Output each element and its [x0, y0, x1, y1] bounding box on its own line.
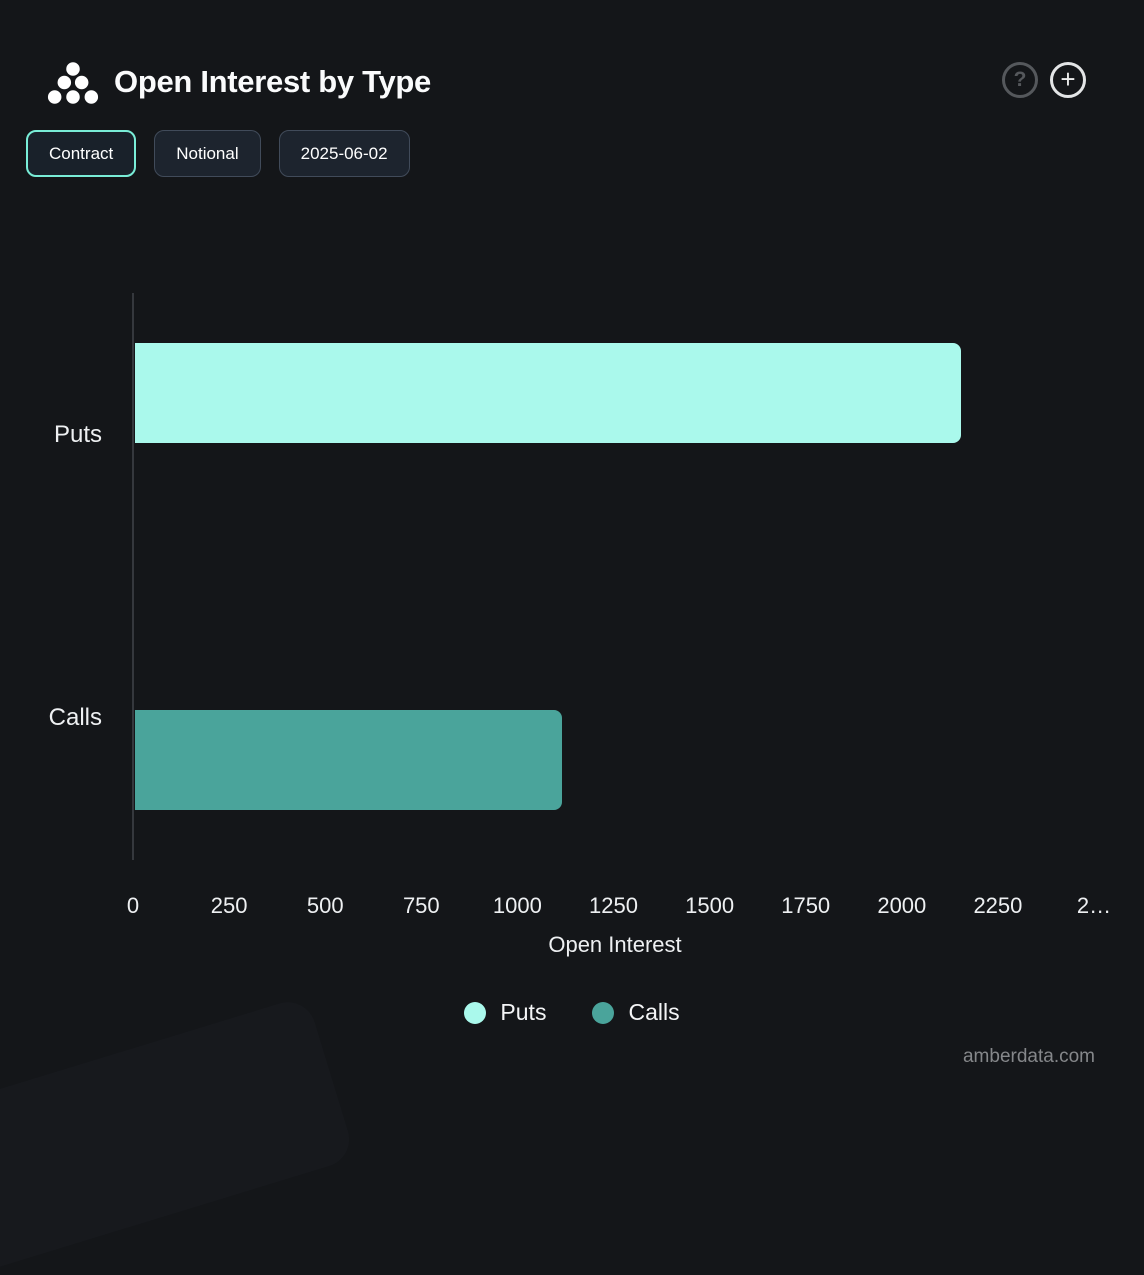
- x-tick-label: 1500: [685, 893, 735, 918]
- x-axis-title: Open Interest: [548, 932, 682, 957]
- y-axis-line: [132, 293, 134, 860]
- x-tick-label: 2250: [973, 893, 1023, 918]
- x-tick-label: 2000: [877, 893, 927, 918]
- legend-dot-puts: [464, 1001, 487, 1024]
- date-button[interactable]: 2025-06-02: [278, 130, 410, 177]
- contract-button-label: Contract: [49, 143, 114, 163]
- page-title: Open Interest by Type: [114, 64, 431, 99]
- legend-label: Puts: [500, 999, 547, 1025]
- notional-button[interactable]: Notional: [154, 130, 261, 177]
- legend-item-calls[interactable]: Calls: [592, 999, 680, 1026]
- legend-item-puts[interactable]: Puts: [464, 999, 546, 1026]
- x-tick-label: 1750: [781, 893, 831, 918]
- x-tick-label: 750: [402, 893, 440, 918]
- y-tick-label-calls: Calls: [48, 704, 102, 732]
- x-tick-label: 1000: [492, 893, 542, 918]
- amberdata-logo-icon: [47, 62, 99, 104]
- x-tick-label: 500: [306, 893, 344, 918]
- contract-button[interactable]: Contract: [26, 130, 137, 177]
- help-icon[interactable]: ?: [1002, 62, 1038, 98]
- toolbar: Contract Notional 2025-06-02: [26, 130, 410, 177]
- x-tick-label: 250: [210, 893, 248, 918]
- watermark-text: amberdata.com: [962, 1046, 1095, 1067]
- x-tick-label: 2…: [1076, 893, 1112, 918]
- chart-legend: Puts Calls: [0, 999, 1144, 1026]
- question-mark-glyph: ?: [1013, 68, 1027, 91]
- bar-puts[interactable]: [135, 343, 961, 444]
- notional-button-label: Notional: [176, 143, 239, 163]
- add-icon[interactable]: +: [1050, 62, 1086, 98]
- bar-calls[interactable]: [135, 709, 562, 810]
- x-tick-label: 0: [126, 893, 140, 918]
- y-tick-label-puts: Puts: [53, 420, 102, 448]
- app-window: Open Interest by Type ? + Contract Notio…: [0, 62, 1144, 1067]
- legend-label: Calls: [628, 999, 680, 1025]
- legend-dot-calls: [592, 1001, 615, 1024]
- x-tick-label: 1250: [589, 893, 638, 918]
- date-button-label: 2025-06-02: [300, 143, 388, 163]
- plus-glyph: +: [1060, 63, 1076, 94]
- bar-chart: Puts Calls 0 250 500 750 1000 1250 1500 1750 2000 2…: [48, 293, 1112, 918]
